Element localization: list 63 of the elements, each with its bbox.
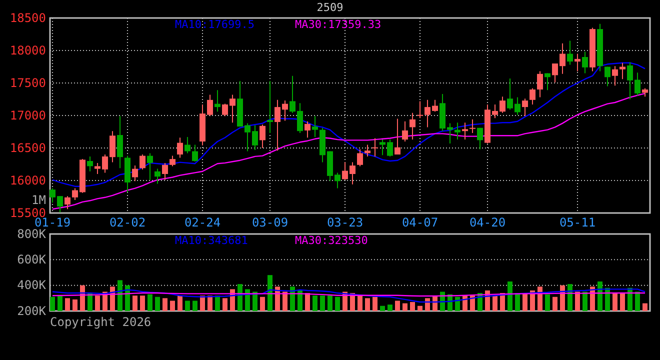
candlestick — [357, 148, 363, 167]
candlestick — [117, 116, 123, 169]
x-tick-label: 04-20 — [469, 216, 506, 230]
candlestick — [184, 136, 190, 154]
candlestick — [410, 112, 416, 140]
candlestick — [567, 40, 573, 66]
candlestick — [417, 100, 423, 119]
candlestick — [140, 154, 146, 170]
y-tick-label: 200K — [17, 304, 47, 318]
text: MA30:323530 — [295, 234, 368, 247]
y-tick-label: 400K — [17, 278, 47, 292]
y-tick-label: 18000 — [10, 43, 46, 58]
candlestick — [612, 66, 618, 86]
text: Copyright 2026 — [50, 315, 152, 329]
y-tick-label: 18500 — [10, 10, 46, 25]
candlestick — [454, 122, 460, 140]
y-tick-label: 17500 — [10, 76, 46, 90]
candlestick — [574, 53, 580, 72]
candlestick — [177, 137, 183, 158]
candlestick — [87, 156, 93, 172]
candlestick — [530, 88, 536, 105]
candlestick — [477, 127, 483, 150]
candlestick — [312, 116, 318, 138]
y-tick-label: 600K — [17, 252, 47, 267]
x-tick-label: 03-09 — [252, 216, 288, 230]
candlestick — [304, 120, 310, 138]
text: MA30:17359.33 — [295, 18, 382, 31]
candlestick — [372, 138, 378, 157]
chart-title: 2509 — [316, 1, 344, 14]
candlestick — [620, 62, 626, 80]
candlestick — [364, 144, 370, 157]
candlestick — [522, 98, 528, 117]
candlestick — [582, 51, 588, 74]
text: 1M — [32, 193, 46, 207]
candlestick — [192, 144, 198, 162]
x-tick-label: 02-24 — [184, 216, 221, 230]
text: MA10:17699.5 — [175, 18, 254, 31]
line-series — [52, 62, 646, 187]
candlestick — [267, 80, 273, 134]
y-tick-label: 800K — [17, 226, 47, 241]
candlestick — [537, 70, 543, 98]
candlestick — [470, 118, 476, 134]
candlestick — [170, 155, 176, 167]
candlestick — [162, 162, 168, 180]
candlestick — [462, 122, 468, 140]
candlestick — [64, 196, 70, 210]
candlestick — [604, 66, 610, 87]
candlestick — [394, 118, 400, 155]
candlestick — [132, 165, 138, 182]
x-tick-label: 04-07 — [402, 216, 438, 230]
candlestick — [214, 90, 220, 112]
candlestick — [147, 152, 153, 180]
candlestick — [154, 168, 160, 184]
x-tick-label: 03-23 — [326, 216, 364, 230]
line-series — [52, 288, 646, 303]
y-tick-label: 16000 — [10, 173, 46, 188]
candlestick — [260, 124, 266, 148]
text: MA10:343681 — [175, 234, 248, 247]
y-tick-label: 17000 — [10, 108, 46, 122]
y-tick-label: 16500 — [10, 140, 46, 155]
x-tick-label: 05-11 — [559, 216, 596, 230]
x-tick-label: 02-02 — [109, 216, 146, 230]
candlestick — [402, 120, 408, 142]
